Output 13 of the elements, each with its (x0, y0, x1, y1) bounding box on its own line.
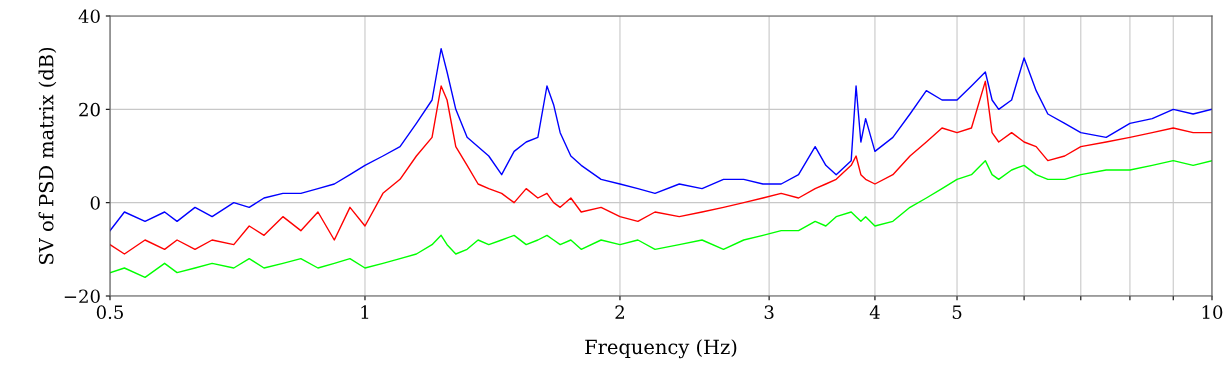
x-tick-label: 1 (361, 305, 369, 319)
x-axis-title: Frequency (Hz) (585, 339, 737, 359)
y-axis-title: SV of PSD matrix (dB) (38, 47, 57, 264)
y-tick-label: 0 (90, 196, 100, 210)
x-tick-label: 5 (952, 305, 962, 319)
x-tick-label: 10 (1202, 305, 1223, 319)
x-tick-label: 4 (869, 305, 880, 319)
x-tick-label: 0.5 (96, 305, 123, 319)
x-tick-label: 3 (764, 305, 774, 319)
y-tick-label: 20 (79, 102, 100, 117)
y-tick-label: −20 (64, 289, 100, 304)
y-tick-label: 40 (78, 9, 100, 24)
x-tick-label: 2 (615, 305, 624, 319)
